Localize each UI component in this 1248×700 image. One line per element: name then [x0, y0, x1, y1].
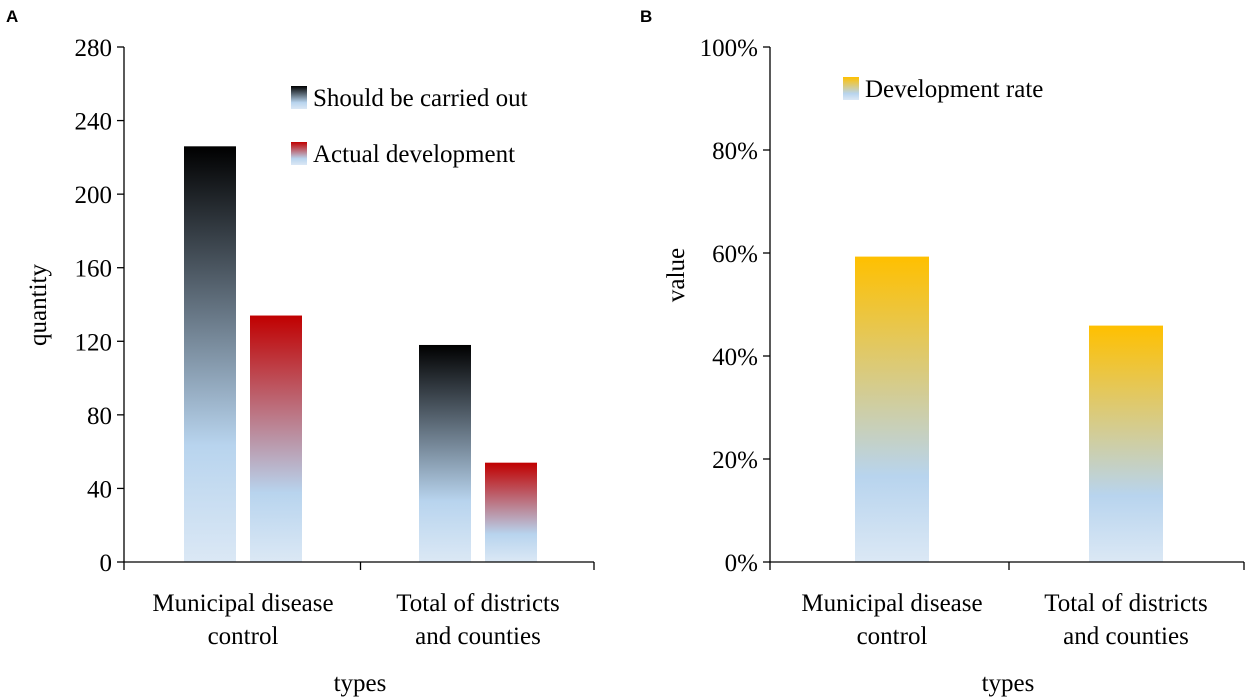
panel-a-chart: A 0 40 80 120 160 200 240 280 Municipal disease c…: [6, 7, 595, 697]
panel-b-bar-series-0-cat-1: [1089, 325, 1163, 562]
panel-b-y-tick-label: 40%: [712, 344, 758, 371]
panel-b-x-axis-title: types: [982, 670, 1035, 697]
panel-a-x-axis-title: types: [334, 670, 387, 697]
panel-b-y-tick-label: 100%: [700, 35, 758, 62]
panel-a-letter: A: [6, 7, 18, 26]
panel-a-y-tick-label: 240: [75, 109, 113, 136]
panel-b-legend-swatch-0: [843, 77, 859, 100]
panel-a-y-tick-label: 40: [87, 476, 112, 503]
panel-a-legend-label-0: Should be carried out: [313, 85, 528, 112]
panel-a-bar-series-0-cat-1: [419, 344, 471, 562]
panel-a-bar-series-0-cat-0: [184, 146, 236, 563]
panel-a-x-category-label: Municipal disease: [152, 590, 333, 617]
panel-b-legend: Development rate: [843, 76, 1043, 103]
panel-a-legend-swatch-0: [291, 86, 307, 109]
panel-b-x-category-label: Total of districts: [1044, 590, 1208, 617]
panel-a-legend-label-1: Actual development: [313, 141, 515, 168]
panel-b-legend-label-0: Development rate: [865, 76, 1043, 103]
panel-a-bar-series-1-cat-0: [250, 315, 302, 562]
panel-a-plot-area: 0 40 80 120 160 200 240 280 Municipal disease con…: [75, 35, 595, 650]
panel-b-y-tick-label: 0%: [725, 550, 758, 577]
panel-b-y-tick-label: 80%: [712, 138, 758, 165]
panel-a-x-category-label: and counties: [415, 623, 541, 650]
panel-a-y-tick-label: 80: [87, 403, 112, 430]
panel-a-x-category-label: Total of districts: [396, 590, 560, 617]
panel-a-legend: Should be carried out Actual development: [291, 85, 528, 168]
panel-b-y-tick-label: 20%: [712, 447, 758, 474]
panel-a-y-tick-label: 120: [75, 329, 113, 356]
panel-a-y-tick-label: 0: [100, 550, 113, 577]
panel-b-chart: B 0% 20% 40% 60% 80% 100% Municipal disease con…: [640, 7, 1245, 697]
panel-b-y-tick-label: 60%: [712, 241, 758, 268]
panel-a-x-category-label: control: [208, 623, 279, 650]
panel-b-letter: B: [640, 7, 652, 26]
panel-a-bar-series-1-cat-1: [485, 462, 537, 562]
panel-a-y-tick-label: 200: [75, 182, 113, 209]
panel-b-y-axis-title: value: [663, 248, 690, 302]
panel-a-legend-swatch-1: [291, 142, 307, 165]
panel-b-bar-series-0-cat-0: [855, 256, 929, 562]
panel-b-x-category-label: Municipal disease: [801, 590, 982, 617]
panel-b-plot-area: 0% 20% 40% 60% 80% 100% Municipal disease contr…: [700, 35, 1245, 650]
panel-b-x-category-label: and counties: [1063, 623, 1189, 650]
panel-a-y-axis-title: quantity: [25, 264, 52, 346]
panel-a-y-tick-label: 280: [75, 35, 113, 62]
panel-b-x-category-label: control: [857, 623, 928, 650]
panel-a-y-tick-label: 160: [75, 256, 113, 283]
